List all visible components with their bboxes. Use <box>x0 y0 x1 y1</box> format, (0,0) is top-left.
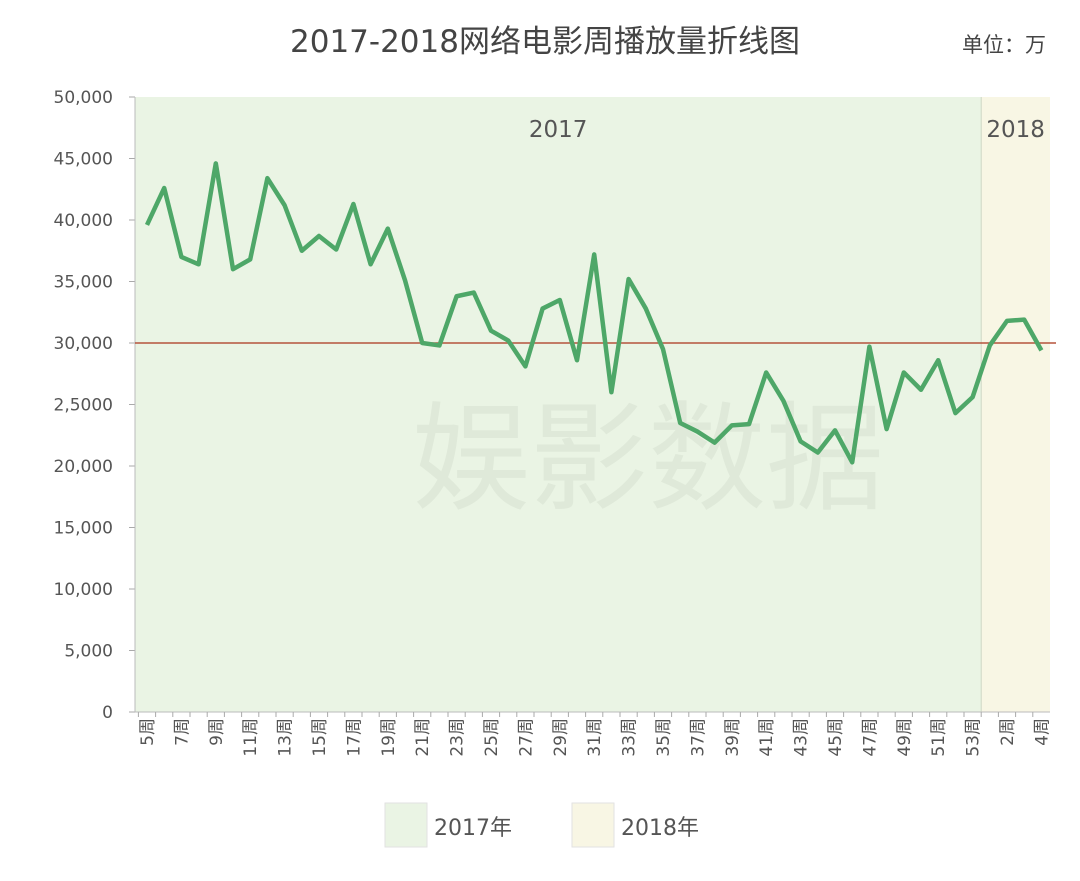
y-tick-label: 10,000 <box>54 580 113 600</box>
x-tick-label: 31周 <box>585 718 605 757</box>
x-tick-label: 19周 <box>379 718 399 757</box>
x-tick-label: 39周 <box>723 718 743 757</box>
x-tick-label: 15周 <box>310 718 330 757</box>
y-tick-label: 45,000 <box>54 150 113 170</box>
legend-swatch <box>384 802 428 848</box>
x-tick-label: 25周 <box>482 718 502 757</box>
y-tick-label: 5,000 <box>64 642 113 662</box>
x-tick-label: 11周 <box>241 718 261 757</box>
x-tick-label: 9周 <box>207 718 227 746</box>
x-tick-label: 5周 <box>138 718 158 746</box>
x-tick-label: 2周 <box>998 718 1018 746</box>
x-tick-label: 13周 <box>276 718 296 757</box>
x-tick-label: 49周 <box>895 718 915 757</box>
region-label: 2017 <box>529 117 588 143</box>
legend-swatch <box>571 802 615 848</box>
x-tick-label: 43周 <box>792 718 812 757</box>
x-tick-label: 41周 <box>757 718 777 757</box>
x-tick-label: 45周 <box>826 718 846 757</box>
y-tick-label: 20,000 <box>54 457 113 477</box>
x-tick-label: 7周 <box>172 718 192 746</box>
watermark: 娱影数据 <box>412 390 884 528</box>
x-tick-label: 35周 <box>654 718 674 757</box>
y-tick-label: 30,000 <box>54 334 113 354</box>
y-tick-label: 15,000 <box>54 519 113 539</box>
region <box>981 97 1050 712</box>
x-tick-label: 23周 <box>448 718 468 757</box>
y-tick-label: 40,000 <box>54 211 113 231</box>
unit-label: 单位：万 <box>962 33 1046 57</box>
region <box>135 97 982 712</box>
x-tick-label: 51周 <box>929 718 949 757</box>
x-tick-label: 37周 <box>688 718 708 757</box>
y-tick-label: 35,000 <box>54 273 113 293</box>
y-tick-label: 0 <box>102 703 113 723</box>
x-tick-label: 53周 <box>964 718 984 757</box>
y-tick-label: 2,5000 <box>54 396 113 416</box>
legend-label: 2017年 <box>434 816 512 841</box>
x-tick-label: 27周 <box>516 718 536 757</box>
chart-title: 2017-2018网络电影周播放量折线图 <box>290 24 800 60</box>
region-label: 2018 <box>986 117 1045 143</box>
x-tick-label: 4周 <box>1032 718 1052 746</box>
series-line <box>144 161 1044 465</box>
y-tick-label: 50,000 <box>54 88 113 108</box>
legend-label: 2018年 <box>621 816 699 841</box>
x-tick-label: 21周 <box>413 718 433 757</box>
x-tick-label: 47周 <box>860 718 880 757</box>
x-tick-label: 17周 <box>344 718 364 757</box>
x-tick-label: 33周 <box>620 718 640 757</box>
x-tick-label: 29周 <box>551 718 571 757</box>
